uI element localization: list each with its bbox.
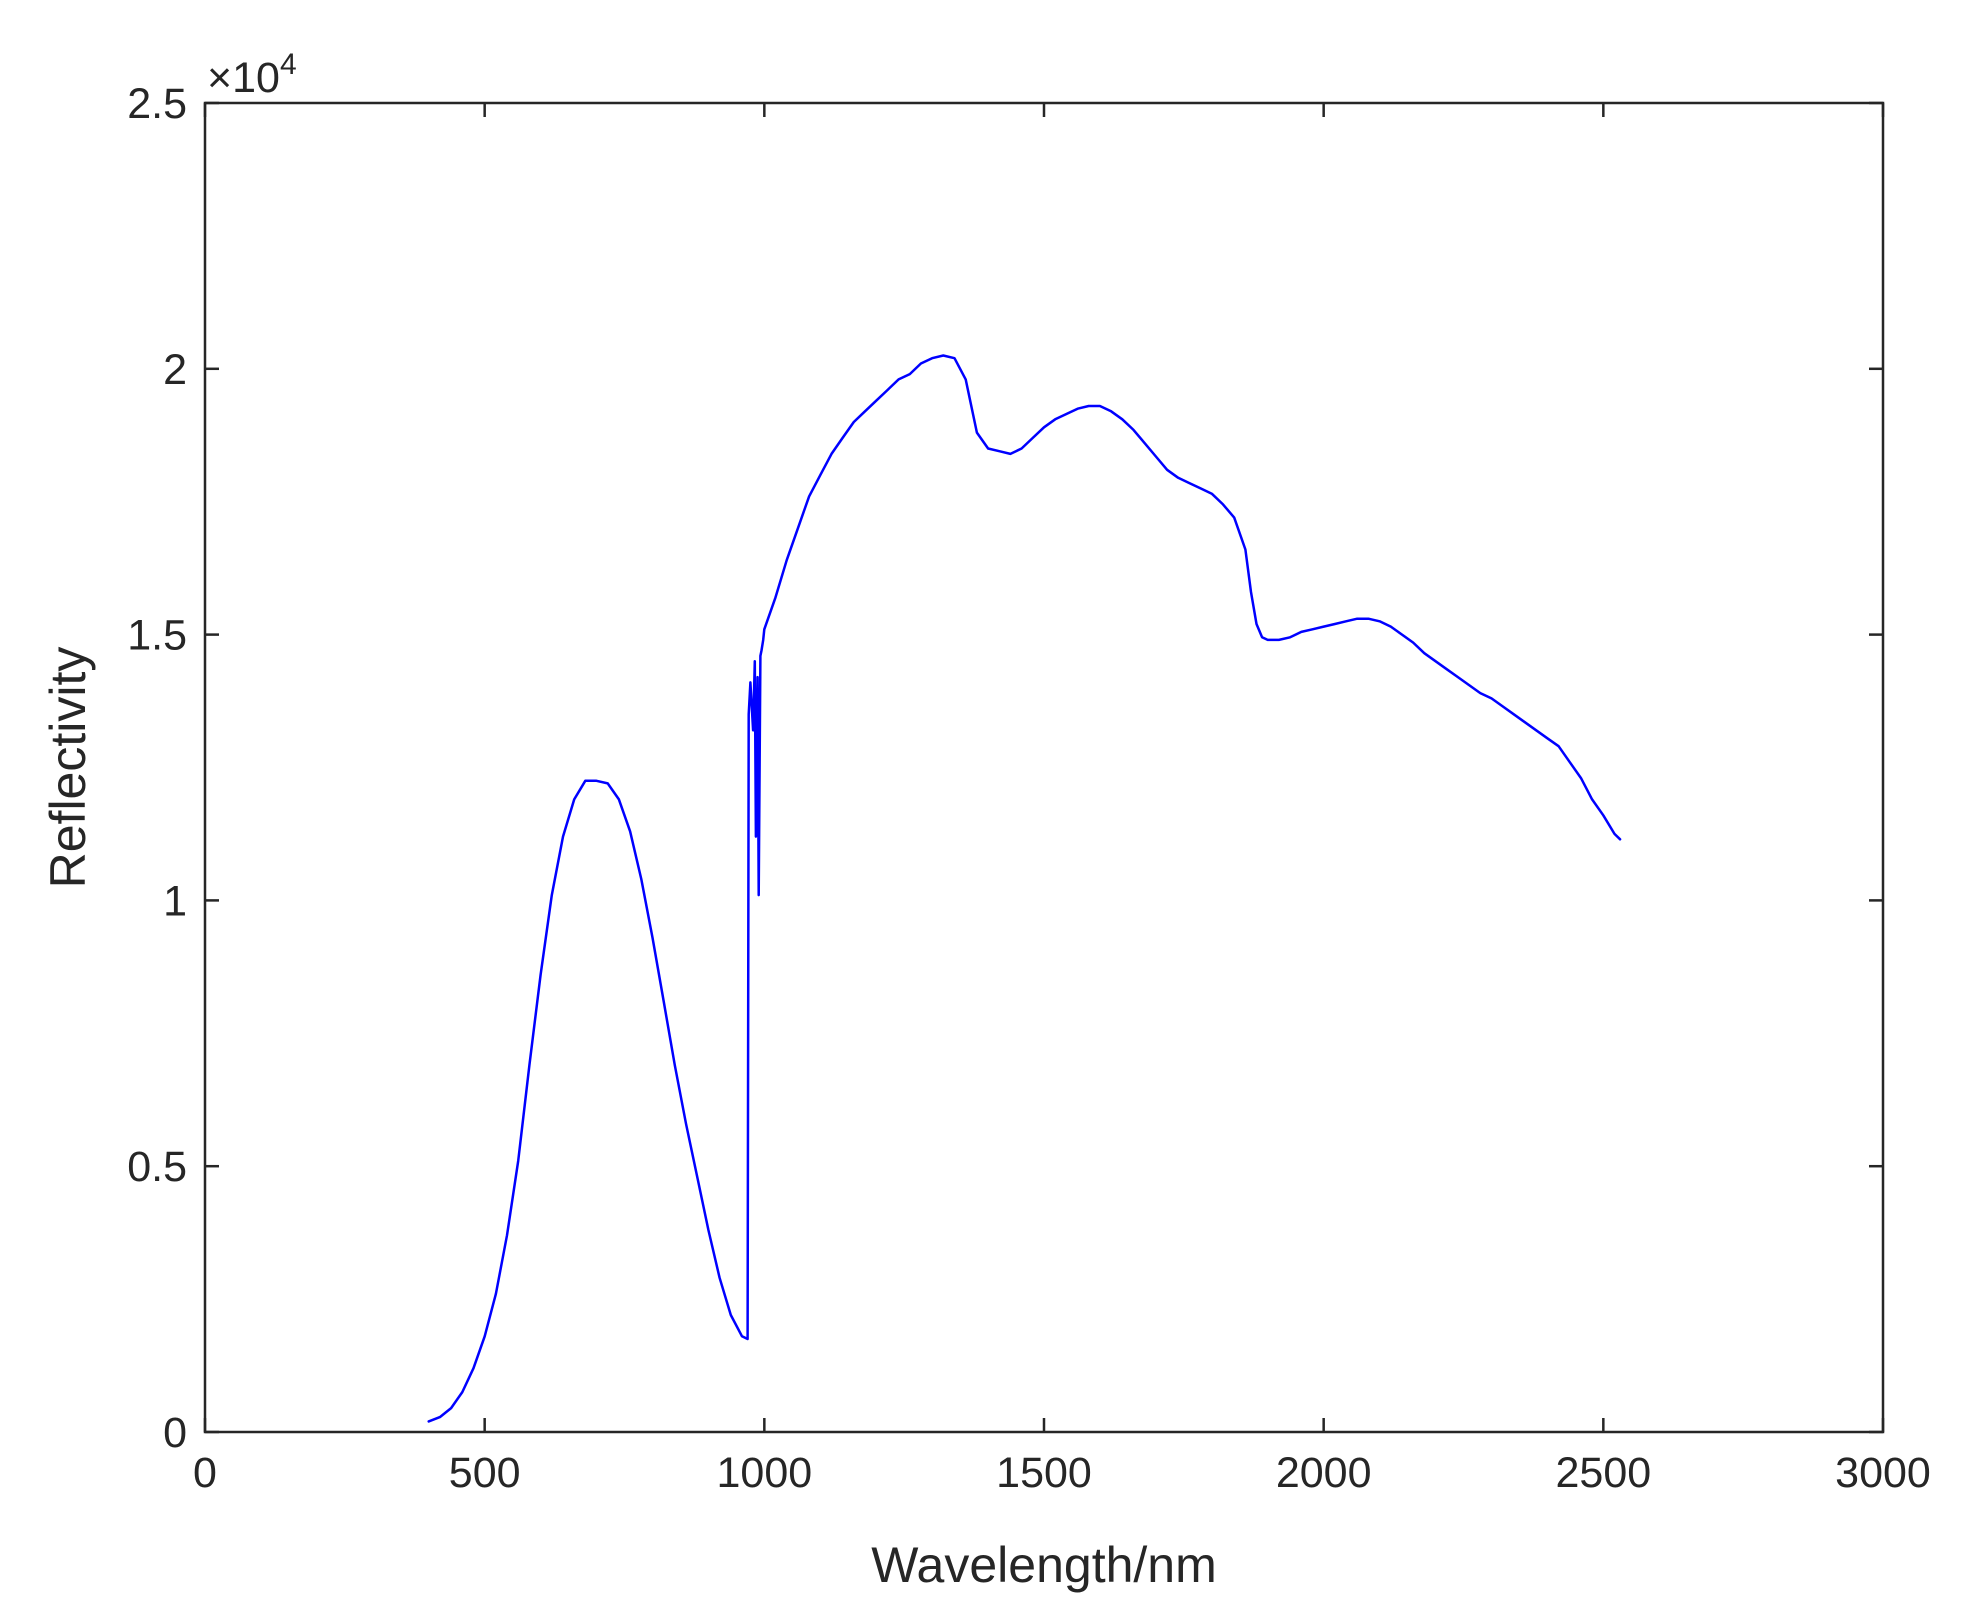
x-tick-label: 500 bbox=[449, 1449, 521, 1497]
x-tick-label: 0 bbox=[193, 1449, 217, 1497]
y-tick-label: 1.5 bbox=[127, 612, 187, 660]
y-axis-multiplier: ×104 bbox=[207, 48, 297, 102]
x-tick-label: 2000 bbox=[1276, 1449, 1372, 1497]
x-axis-label: Wavelength/nm bbox=[871, 1537, 1217, 1593]
y-tick-label: 1 bbox=[163, 877, 187, 925]
x-tick-label: 2500 bbox=[1555, 1449, 1651, 1497]
x-tick-label: 1000 bbox=[716, 1449, 812, 1497]
series-layer bbox=[427, 354, 1622, 1423]
y-axis-multiplier-exponent: 4 bbox=[280, 48, 297, 81]
ticks-layer: 0 500 1000 1500 2000 2500 3000 0 0.5 1 1.5 2 2.5 bbox=[127, 80, 1931, 1497]
x-tick-label: 1500 bbox=[996, 1449, 1092, 1497]
y-tick-label: 0.5 bbox=[127, 1143, 187, 1191]
plot-frame bbox=[203, 101, 1885, 1434]
x-tick-label: 3000 bbox=[1835, 1449, 1931, 1497]
reflectivity-series-line bbox=[427, 354, 1622, 1423]
y-tick-label: 2.5 bbox=[127, 80, 187, 128]
y-tick-label: 2 bbox=[163, 346, 187, 394]
y-tick-label: 0 bbox=[163, 1409, 187, 1457]
y-axis-label: Reflectivity bbox=[40, 647, 96, 889]
y-axis-multiplier-base: ×10 bbox=[207, 54, 280, 102]
